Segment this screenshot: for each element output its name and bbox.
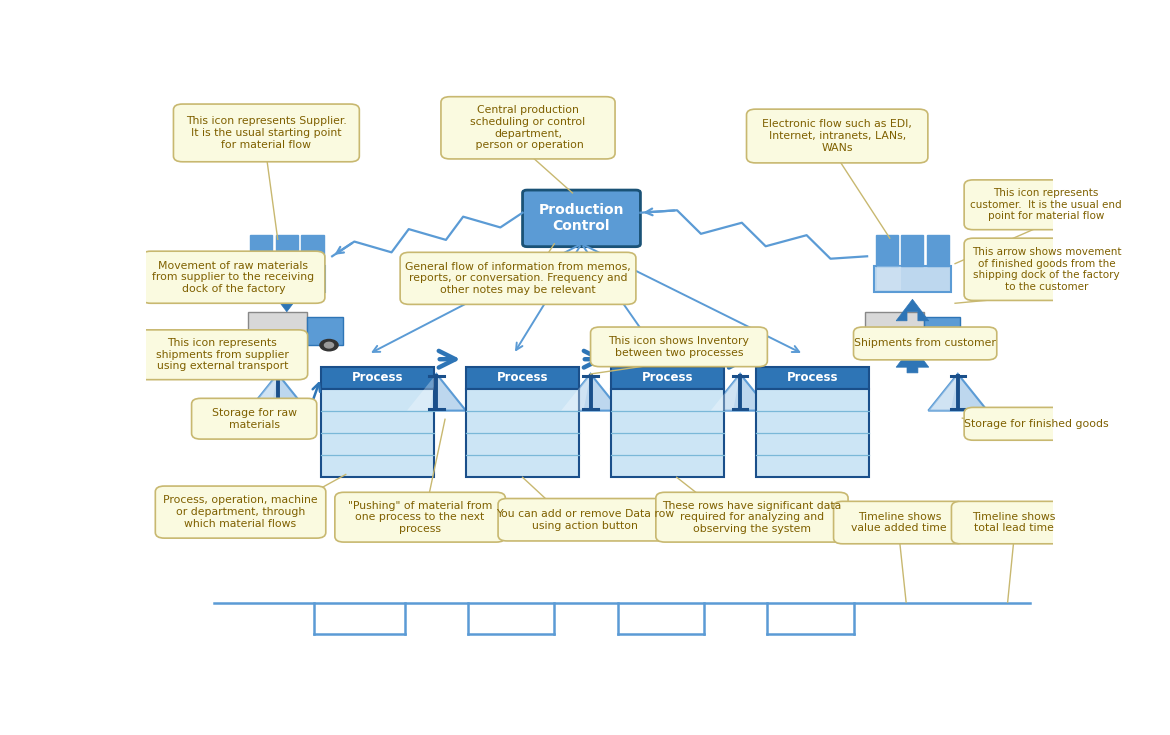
FancyBboxPatch shape <box>173 104 359 162</box>
FancyBboxPatch shape <box>156 486 325 538</box>
FancyBboxPatch shape <box>137 330 308 380</box>
Polygon shape <box>248 374 308 411</box>
Circle shape <box>270 340 288 351</box>
Polygon shape <box>896 345 929 373</box>
Polygon shape <box>874 267 951 292</box>
FancyBboxPatch shape <box>466 389 579 477</box>
Text: Production
Control: Production Control <box>538 204 625 234</box>
Circle shape <box>867 340 885 351</box>
FancyBboxPatch shape <box>924 318 961 345</box>
Text: This icon represents Supplier.
It is the usual starting point
for material flow: This icon represents Supplier. It is the… <box>186 116 346 149</box>
Polygon shape <box>710 374 770 411</box>
FancyBboxPatch shape <box>400 252 636 304</box>
FancyBboxPatch shape <box>248 312 308 345</box>
FancyBboxPatch shape <box>611 367 724 389</box>
FancyBboxPatch shape <box>192 398 317 439</box>
Polygon shape <box>876 267 901 290</box>
Text: Process: Process <box>642 371 694 384</box>
Circle shape <box>892 343 900 348</box>
Polygon shape <box>407 374 466 411</box>
FancyBboxPatch shape <box>321 367 434 389</box>
FancyBboxPatch shape <box>756 367 869 389</box>
Polygon shape <box>875 235 897 267</box>
FancyBboxPatch shape <box>964 407 1109 440</box>
Text: Process, operation, machine
or department, through
which material flows: Process, operation, machine or departmen… <box>164 495 318 528</box>
Text: Timeline shows
value added time: Timeline shows value added time <box>852 512 948 534</box>
Polygon shape <box>928 374 958 411</box>
Text: Storage for finished goods: Storage for finished goods <box>964 419 1109 429</box>
Circle shape <box>887 340 904 351</box>
FancyBboxPatch shape <box>964 180 1128 229</box>
Circle shape <box>275 343 283 348</box>
FancyBboxPatch shape <box>466 367 579 389</box>
Text: This icon shows Inventory
between two processes: This icon shows Inventory between two pr… <box>608 336 750 358</box>
Polygon shape <box>896 299 929 320</box>
Text: You can add or remove Data row
using action button: You can add or remove Data row using act… <box>496 509 674 531</box>
Polygon shape <box>270 345 303 373</box>
Text: Process: Process <box>352 371 404 384</box>
Circle shape <box>250 340 268 351</box>
Polygon shape <box>927 235 949 267</box>
FancyBboxPatch shape <box>951 501 1076 544</box>
FancyBboxPatch shape <box>498 498 672 541</box>
Text: "Pushing" of material from
one process to the next
process: "Pushing" of material from one process t… <box>347 501 493 534</box>
FancyBboxPatch shape <box>964 238 1129 301</box>
FancyBboxPatch shape <box>746 109 928 163</box>
Text: Electronic flow such as EDI,
Internet, intranets, LANs,
WANs: Electronic flow such as EDI, Internet, i… <box>763 119 913 153</box>
Polygon shape <box>901 235 923 267</box>
FancyBboxPatch shape <box>523 190 640 247</box>
Text: Movement of raw materials
from supplier to the receiving
dock of the factory: Movement of raw materials from supplier … <box>152 261 315 294</box>
Circle shape <box>870 343 880 348</box>
FancyBboxPatch shape <box>656 492 848 542</box>
Text: These rows have significant data
required for analyzing and
observing the system: These rows have significant data require… <box>662 501 841 534</box>
Polygon shape <box>250 235 273 267</box>
Circle shape <box>319 340 338 351</box>
Circle shape <box>936 340 955 351</box>
FancyBboxPatch shape <box>833 501 965 544</box>
FancyBboxPatch shape <box>308 318 344 345</box>
FancyBboxPatch shape <box>441 97 615 159</box>
FancyBboxPatch shape <box>142 251 325 304</box>
Text: Storage for raw
materials: Storage for raw materials <box>212 408 297 429</box>
Text: Central production
scheduling or control
department,
 person or operation: Central production scheduling or control… <box>470 105 585 150</box>
Circle shape <box>941 343 950 348</box>
Text: This arrow shows movement
of finished goods from the
shipping dock of the factor: This arrow shows movement of finished go… <box>972 247 1121 292</box>
Polygon shape <box>252 267 275 290</box>
Polygon shape <box>928 374 987 411</box>
Text: General flow of information from memos,
reports, or conversation. Frequency and
: General flow of information from memos, … <box>405 262 631 295</box>
Polygon shape <box>710 374 741 411</box>
FancyBboxPatch shape <box>611 389 724 477</box>
FancyBboxPatch shape <box>321 389 434 477</box>
Text: Process: Process <box>497 371 549 384</box>
Polygon shape <box>562 374 620 411</box>
FancyBboxPatch shape <box>756 389 869 477</box>
Polygon shape <box>248 267 325 292</box>
FancyBboxPatch shape <box>854 327 997 360</box>
Circle shape <box>324 343 333 348</box>
Text: Timeline shows
total lead time: Timeline shows total lead time <box>972 512 1055 534</box>
Text: This icon represents
customer.  It is the usual end
point for material flow: This icon represents customer. It is the… <box>970 188 1122 221</box>
Polygon shape <box>562 374 591 411</box>
Polygon shape <box>270 290 303 312</box>
Polygon shape <box>407 374 436 411</box>
Text: Shipments from customer: Shipments from customer <box>854 338 996 348</box>
FancyBboxPatch shape <box>591 327 768 367</box>
Polygon shape <box>248 374 277 411</box>
Text: Process: Process <box>787 371 839 384</box>
Polygon shape <box>276 235 298 267</box>
Polygon shape <box>302 235 324 267</box>
Text: This icon represents
shipments from supplier
using external transport: This icon represents shipments from supp… <box>156 338 289 371</box>
Circle shape <box>254 343 263 348</box>
FancyBboxPatch shape <box>335 492 505 542</box>
FancyBboxPatch shape <box>865 312 924 345</box>
